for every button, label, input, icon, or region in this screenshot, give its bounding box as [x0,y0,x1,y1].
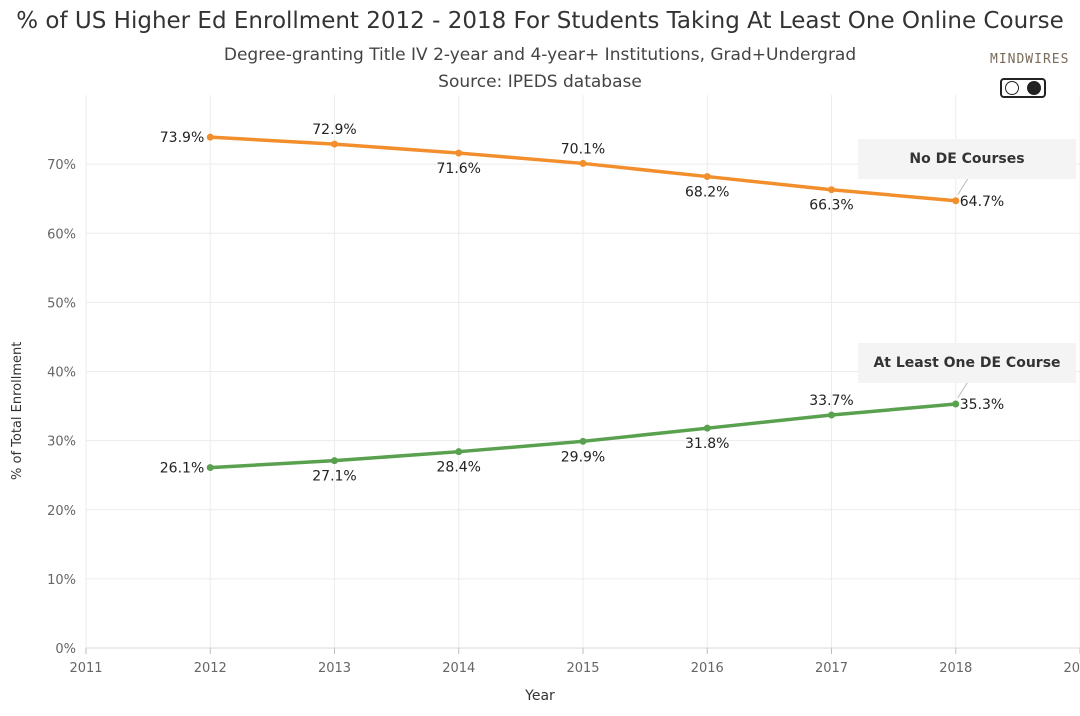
data-point [455,448,463,456]
data-point [455,149,463,157]
x-tick-label: 2016 [691,661,724,676]
logo-text: MINDWIRES [990,52,1070,67]
chart-title: % of US Higher Ed Enrollment 2012 - 2018… [16,8,1064,34]
cc-by-icon [1000,78,1046,98]
x-tick-label: 2014 [442,661,475,676]
data-point [703,424,711,432]
legend-leader-line [957,381,969,399]
data-label: 66.3% [809,198,853,214]
data-label: 33.7% [809,393,853,409]
legend-leaders [957,178,969,399]
x-tick-label: 2017 [815,661,848,676]
data-label: 68.2% [685,185,729,201]
data-label: 73.9% [160,130,204,146]
data-point [206,133,214,141]
data-label: 72.9% [312,122,356,138]
data-point [828,186,835,194]
y-tick-label: 30% [47,435,76,450]
y-axis-ticks: 0% 10% 20% 30% 40% 50% 60% 70% [47,158,76,657]
y-tick-label: 70% [47,158,76,173]
data-labels: 73.9% 72.9% 71.6% 70.1% 68.2% 66.3% 64.7% 26.1%… [160,122,1004,485]
x-tick-label: 2015 [566,661,599,676]
x-tick-label: 2012 [194,661,227,676]
data-point [206,464,214,472]
x-tick-label: 2019 [1063,661,1080,676]
y-tick-label: 0% [55,642,76,657]
y-tick-label: 60% [47,227,76,242]
data-label: 35.3% [960,397,1004,413]
legend-leader-line [957,178,969,196]
y-tick-label: 40% [47,366,76,381]
data-point [952,197,960,205]
data-label: 31.8% [685,436,729,452]
legend-no-de-courses: No DE Courses [858,139,1076,179]
data-point [579,437,587,445]
y-tick-label: 10% [47,573,76,588]
data-point [579,159,587,167]
mindwires-logo: MINDWIRES [990,52,1070,102]
data-point [828,411,835,419]
data-points [206,133,960,472]
x-tick-label: 2013 [318,661,351,676]
y-tick-label: 20% [47,504,76,519]
data-point [952,400,960,408]
data-label: 29.9% [561,449,605,465]
data-label: 64.7% [960,194,1004,210]
data-label: 27.1% [312,469,356,485]
x-axis-title: Year [525,688,555,704]
data-label: 70.1% [561,141,605,157]
y-axis-title: % of Total Enrollment [10,341,25,480]
y-tick-label: 50% [47,296,76,311]
x-tick-label: 2011 [69,661,102,676]
data-label: 28.4% [437,460,481,476]
data-point [331,457,338,465]
data-point [331,140,338,148]
data-label: 71.6% [437,161,481,177]
data-point [703,173,711,181]
x-tick-label: 2018 [939,661,972,676]
x-axis-ticks: 2011 2012 2013 2014 2015 2016 2017 2018 2019 [69,661,1080,676]
data-label: 26.1% [160,461,204,477]
legend-at-least-one-de-course: At Least One DE Course [858,343,1076,383]
chart-source: Source: IPEDS database [438,72,642,92]
chart-subtitle: Degree-granting Title IV 2-year and 4-ye… [223,45,857,65]
